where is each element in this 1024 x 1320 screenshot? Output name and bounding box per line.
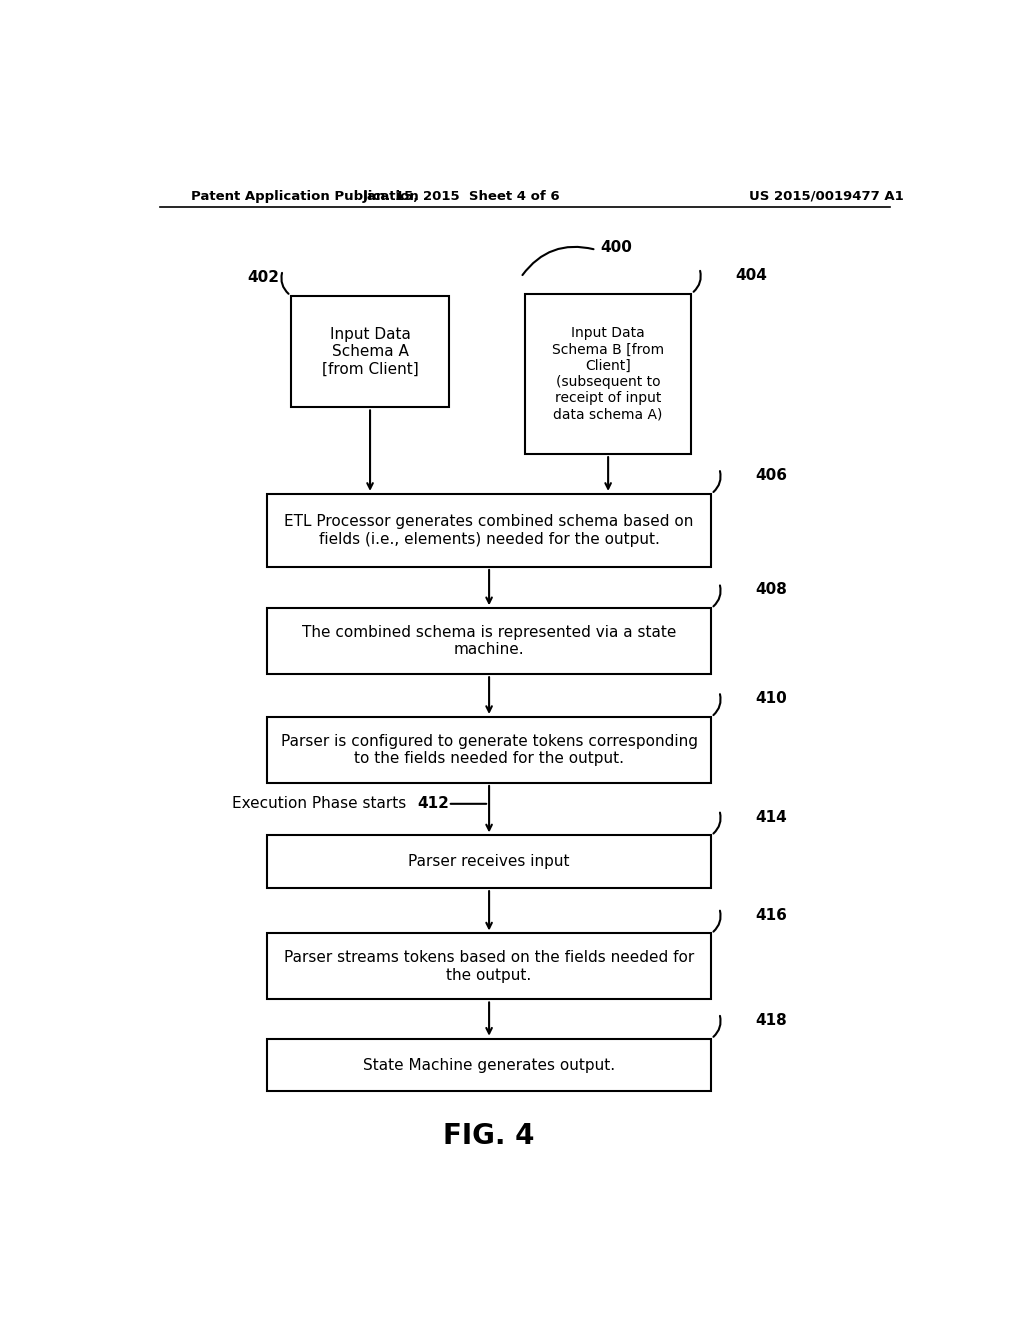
Text: Parser streams tokens based on the fields needed for
the output.: Parser streams tokens based on the field… bbox=[284, 950, 694, 982]
Text: Input Data
Schema B [from
Client]
(subsequent to
receipt of input
data schema A): Input Data Schema B [from Client] (subse… bbox=[552, 326, 665, 421]
FancyBboxPatch shape bbox=[267, 836, 712, 888]
FancyBboxPatch shape bbox=[267, 494, 712, 568]
Text: Input Data
Schema A
[from Client]: Input Data Schema A [from Client] bbox=[322, 326, 419, 376]
Text: FIG. 4: FIG. 4 bbox=[443, 1122, 535, 1150]
FancyBboxPatch shape bbox=[267, 1039, 712, 1092]
Text: 412: 412 bbox=[418, 796, 450, 812]
Text: 410: 410 bbox=[755, 692, 786, 706]
FancyBboxPatch shape bbox=[524, 293, 691, 454]
Text: Patent Application Publication: Patent Application Publication bbox=[191, 190, 419, 202]
Text: 414: 414 bbox=[755, 809, 786, 825]
FancyBboxPatch shape bbox=[267, 933, 712, 999]
Text: The combined schema is represented via a state
machine.: The combined schema is represented via a… bbox=[302, 624, 676, 657]
Text: ETL Processor generates combined schema based on
fields (i.e., elements) needed : ETL Processor generates combined schema … bbox=[285, 515, 694, 546]
Text: State Machine generates output.: State Machine generates output. bbox=[364, 1057, 615, 1073]
Text: 406: 406 bbox=[755, 469, 787, 483]
Text: Parser receives input: Parser receives input bbox=[409, 854, 569, 870]
Text: 408: 408 bbox=[755, 582, 786, 598]
Text: US 2015/0019477 A1: US 2015/0019477 A1 bbox=[749, 190, 904, 202]
Text: 404: 404 bbox=[735, 268, 767, 282]
Text: 402: 402 bbox=[247, 269, 279, 285]
Text: Execution Phase starts: Execution Phase starts bbox=[231, 796, 406, 812]
Text: Parser is configured to generate tokens corresponding
to the fields needed for t: Parser is configured to generate tokens … bbox=[281, 734, 697, 766]
Text: Jan. 15, 2015  Sheet 4 of 6: Jan. 15, 2015 Sheet 4 of 6 bbox=[362, 190, 560, 202]
FancyBboxPatch shape bbox=[291, 296, 450, 408]
FancyBboxPatch shape bbox=[267, 717, 712, 783]
FancyBboxPatch shape bbox=[267, 609, 712, 675]
Text: 416: 416 bbox=[755, 908, 786, 923]
Text: 400: 400 bbox=[600, 240, 632, 255]
Text: 418: 418 bbox=[755, 1012, 786, 1028]
